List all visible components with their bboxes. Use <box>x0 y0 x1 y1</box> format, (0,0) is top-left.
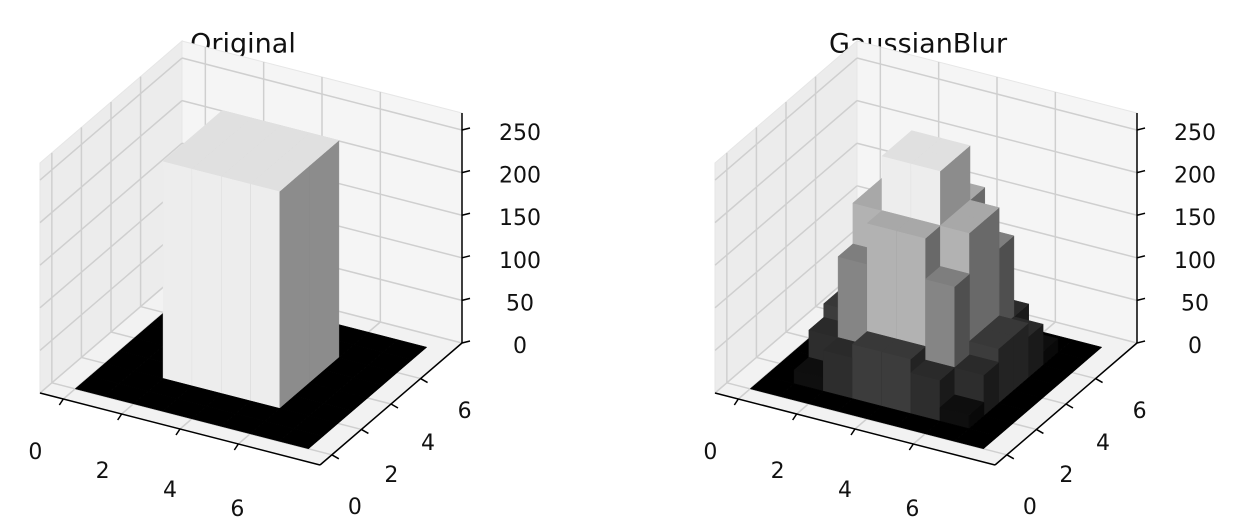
tick-mark <box>1036 428 1044 435</box>
tick-mark <box>390 403 399 409</box>
tick-mark <box>175 428 181 436</box>
tick-mark <box>331 454 340 460</box>
grid-line <box>39 100 183 224</box>
z-tick-label: 50 <box>1181 291 1209 316</box>
bar-side <box>309 152 325 384</box>
bar-top <box>939 212 985 234</box>
bar-front <box>881 351 912 414</box>
tick-mark <box>361 428 369 435</box>
bar-front <box>221 175 251 402</box>
tick-mark <box>420 377 428 384</box>
tick-mark <box>1136 255 1146 259</box>
tick-mark <box>908 443 914 451</box>
tick-mark <box>461 340 471 344</box>
z-tick-label: 100 <box>1174 249 1216 274</box>
y-tick-label: 4 <box>421 431 435 456</box>
tick-mark <box>58 398 64 406</box>
grid-line <box>714 185 858 309</box>
bar-front <box>823 349 853 399</box>
grid-line <box>39 142 183 266</box>
bar <box>939 394 985 430</box>
z-tick-label: 250 <box>499 121 541 146</box>
tick-mark <box>233 443 239 451</box>
x-tick-label: 2 <box>96 459 110 484</box>
bar <box>953 428 999 450</box>
grid-line <box>714 142 858 266</box>
bar <box>250 170 296 409</box>
tick-mark <box>117 413 123 421</box>
tick-mark <box>461 169 471 174</box>
z-tick-label: 150 <box>499 206 541 231</box>
tick-mark <box>1136 169 1146 174</box>
bar-top <box>968 328 1015 349</box>
bar-front <box>191 168 222 394</box>
grid-line <box>714 100 858 224</box>
grid-line <box>856 57 1138 131</box>
bar-top <box>953 428 999 450</box>
y-tick-label: 2 <box>1059 463 1073 488</box>
z-tick-label: 150 <box>1174 206 1216 231</box>
z-tick-label: 200 <box>499 164 541 189</box>
z-tick-label: 100 <box>499 249 541 274</box>
x-tick-label: 4 <box>838 478 852 503</box>
bar-side <box>323 139 340 371</box>
x-tick-label: 6 <box>905 497 919 522</box>
bar-top <box>278 428 324 450</box>
tick-mark <box>461 127 471 131</box>
z-tick-label: 250 <box>1174 121 1216 146</box>
bar-front <box>250 183 281 409</box>
z-tick-label: 200 <box>1174 164 1216 189</box>
bar-side <box>294 165 310 397</box>
z-tick-label: 0 <box>513 334 527 359</box>
z-tick-label: 50 <box>506 291 534 316</box>
bar-top <box>925 266 971 287</box>
tick-mark <box>1136 297 1146 302</box>
grid-line <box>714 270 858 394</box>
z-tick-label: 0 <box>1188 334 1202 359</box>
bar-front <box>910 372 941 422</box>
bar-front <box>852 343 882 407</box>
tick-mark <box>461 212 471 216</box>
tick-mark <box>850 428 856 436</box>
x-tick-label: 0 <box>28 440 42 465</box>
x-tick-label: 4 <box>163 478 177 503</box>
y-tick-label: 0 <box>1023 495 1037 520</box>
tick-mark <box>1065 403 1074 409</box>
x-tick-label: 0 <box>703 440 717 465</box>
tick-mark <box>1006 454 1015 460</box>
bar-top <box>939 394 985 416</box>
tick-mark <box>792 413 798 421</box>
grid-line <box>39 185 183 309</box>
y-tick-label: 0 <box>348 495 362 520</box>
bar-top <box>954 354 1000 376</box>
grid-line <box>39 270 183 394</box>
tick-mark <box>1136 340 1146 344</box>
x-tick-label: 2 <box>771 459 785 484</box>
bar <box>278 428 324 450</box>
tick-mark <box>733 398 739 406</box>
tick-mark <box>1136 127 1146 131</box>
grid-line <box>714 57 858 181</box>
bar-top <box>910 150 956 172</box>
grid-line <box>181 57 463 131</box>
bar-side <box>279 177 295 409</box>
grid-line <box>714 227 858 351</box>
tick-mark <box>1095 377 1103 384</box>
grid-line <box>39 57 183 181</box>
x-tick-label: 6 <box>230 497 244 522</box>
y-tick-label: 6 <box>1133 399 1147 424</box>
bar-front <box>162 160 193 387</box>
tick-mark <box>461 297 471 302</box>
y-tick-label: 2 <box>384 463 398 488</box>
tick-mark <box>461 255 471 259</box>
grid-line <box>856 99 1138 174</box>
bar-top <box>250 170 296 192</box>
y-tick-label: 4 <box>1096 431 1110 456</box>
grid-line <box>39 227 183 351</box>
tick-mark <box>1136 212 1146 216</box>
y-tick-label: 6 <box>458 399 472 424</box>
